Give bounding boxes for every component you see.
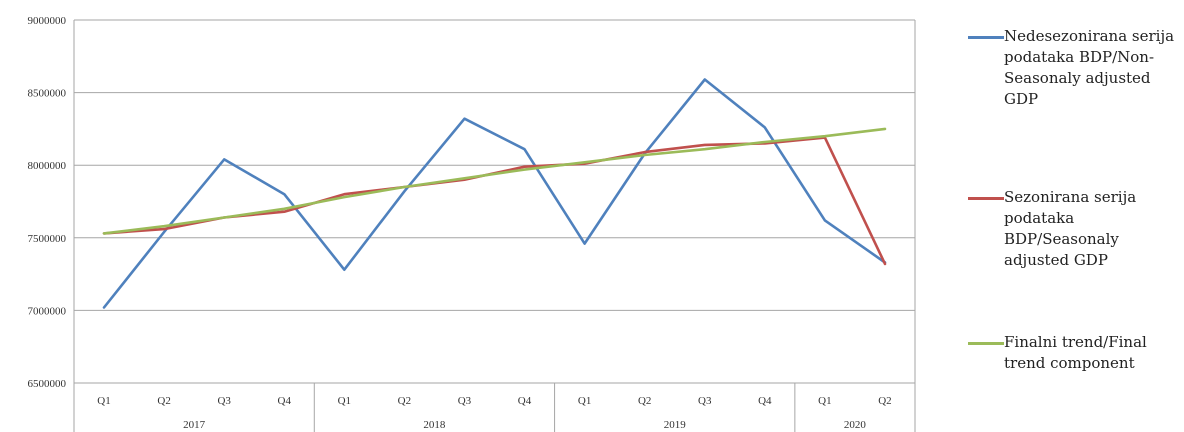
legend-item-nonseasonal: Nedesezonirana serija podataka BDP/Non-S… xyxy=(968,26,1182,110)
series-line-0 xyxy=(102,78,887,309)
x-tick-label-13: Q2 xyxy=(878,395,891,407)
legend-label-nonseasonal: Nedesezonirana serija podataka BDP/Non-S… xyxy=(1004,27,1175,108)
x-tick-label-12: Q1 xyxy=(818,395,831,407)
line-chart: 6500000 7000000 7500000 8000000 8500000 90000… xyxy=(28,15,916,432)
legend: Nedesezonirana serija podataka BDP/Non-S… xyxy=(968,0,1184,432)
x-tick-label-10: Q3 xyxy=(698,395,712,407)
legend-item-trend: Finalni trend/Final trend component xyxy=(968,332,1182,374)
x-tick-label-11: Q4 xyxy=(758,395,772,407)
y-tick-label-4: 8500000 xyxy=(28,88,67,100)
year-label-1: 2018 xyxy=(423,419,446,431)
y-tick-label-3: 8000000 xyxy=(28,160,67,172)
x-tick-label-1: Q2 xyxy=(157,395,170,407)
year-label-3: 2020 xyxy=(844,419,867,431)
x-tick-label-5: Q2 xyxy=(398,395,411,407)
x-tick-label-2: Q3 xyxy=(217,395,231,407)
y-tick-label-1: 7000000 xyxy=(28,305,67,317)
legend-item-seasonal: Sezonirana serija podataka BDP/Seasonaly… xyxy=(968,187,1182,271)
legend-label-trend: Finalni trend/Final trend component xyxy=(1004,333,1147,372)
y-tick-label-2: 7500000 xyxy=(28,233,67,245)
x-tick-label-4: Q1 xyxy=(338,395,351,407)
series-line-1 xyxy=(102,136,887,266)
gridlines xyxy=(74,19,915,384)
year-label-2: 2019 xyxy=(664,419,687,431)
axes: 6500000 7000000 7500000 8000000 8500000 90000… xyxy=(28,15,916,432)
x-tick-label-9: Q2 xyxy=(638,395,651,407)
x-tick-label-7: Q4 xyxy=(518,395,532,407)
legend-swatch-trend xyxy=(968,342,1004,345)
series-line-2 xyxy=(102,127,887,235)
x-tick-label-8: Q1 xyxy=(578,395,591,407)
x-tick-label-0: Q1 xyxy=(97,395,110,407)
series-lines xyxy=(102,78,887,309)
y-tick-label-5: 9000000 xyxy=(28,15,67,27)
x-tick-label-3: Q4 xyxy=(278,395,292,407)
legend-swatch-seasonal xyxy=(968,197,1004,200)
year-label-0: 2017 xyxy=(183,419,206,431)
y-tick-label-0: 6500000 xyxy=(28,378,67,390)
legend-swatch-nonseasonal xyxy=(968,36,1004,39)
legend-label-seasonal: Sezonirana serija podataka BDP/Seasonaly… xyxy=(1004,188,1137,269)
x-tick-label-6: Q3 xyxy=(458,395,472,407)
